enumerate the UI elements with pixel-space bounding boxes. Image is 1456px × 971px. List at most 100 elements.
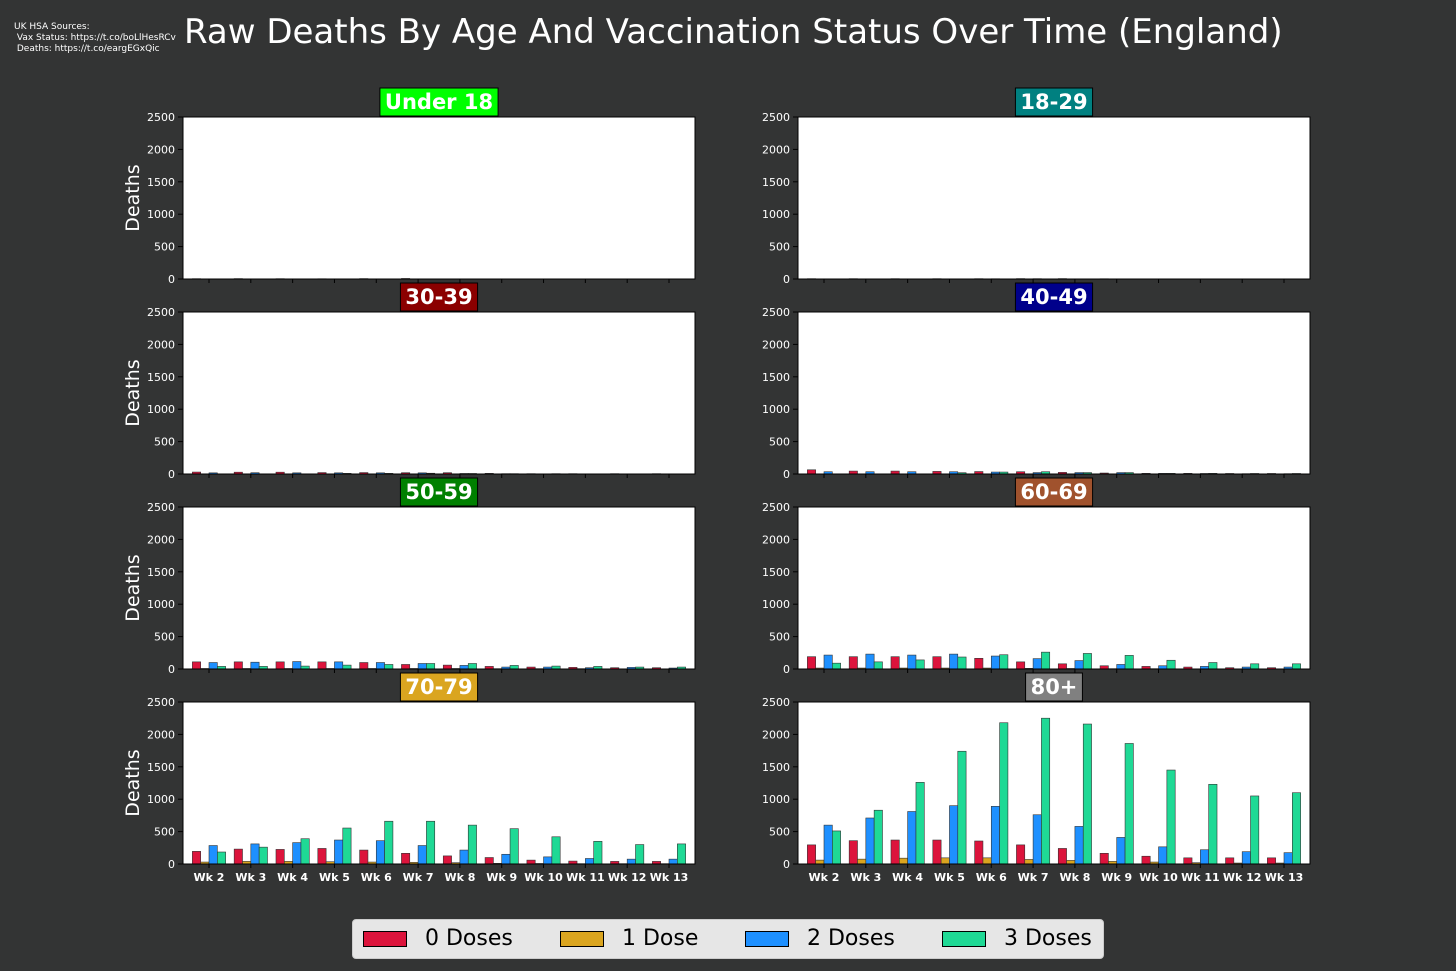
bar-3-doses-wk-5 — [342, 664, 352, 670]
plot-background — [183, 312, 695, 474]
bar-0-doses-wk-10 — [526, 859, 536, 865]
bar-0-doses-wk-5 — [932, 839, 942, 865]
x-tick-label: Wk 6 — [361, 871, 392, 884]
x-tick-label: Wk 12 — [1223, 871, 1262, 884]
bar-0-doses-wk-5 — [317, 848, 327, 865]
bar-0-doses-wk-5 — [932, 656, 942, 670]
y-tick-label: 500 — [154, 826, 175, 839]
legend-swatch — [942, 931, 986, 947]
bar-2-doses-wk-4 — [907, 811, 917, 865]
y-tick-label: 1500 — [762, 176, 790, 189]
y-tick-label: 1000 — [762, 403, 790, 416]
y-tick-label: 2500 — [147, 501, 175, 514]
y-tick-label: 0 — [783, 468, 790, 481]
bar-0-doses-wk-4 — [275, 661, 285, 670]
bar-3-doses-wk-2 — [832, 830, 841, 865]
bar-1-dose-wk-4 — [899, 857, 908, 865]
bar-2-doses-wk-9 — [501, 853, 511, 865]
panel-70-79: 0 500 1000 1500 2000 2500 Deaths Wk 2 Wk 3 Wk 4 Wk… — [122, 672, 696, 884]
bar-3-doses-wk-6 — [999, 654, 1009, 670]
sources-note: UK HSA Sources: Vax Status: https://t.co… — [14, 22, 176, 54]
x-tick-label: Wk 4 — [277, 871, 308, 884]
bar-3-doses-wk-3 — [258, 846, 268, 865]
panel-60-69: 0 500 1000 1500 2000 2500 — [762, 477, 1311, 676]
legend: 0 Doses 1 Dose 2 Doses 3 Doses — [352, 919, 1104, 959]
bar-2-doses-wk-8 — [459, 665, 469, 670]
bar-3-doses-wk-2 — [217, 851, 226, 865]
bar-3-doses-wk-5 — [342, 827, 352, 865]
bar-2-doses-wk-4 — [907, 654, 917, 670]
panel-title: 50-59 — [405, 480, 472, 504]
y-axis-label: Deaths — [122, 749, 144, 816]
x-tick-label: Wk 6 — [976, 871, 1007, 884]
y-tick-label: 2000 — [147, 728, 175, 741]
plot-frame — [182, 701, 696, 865]
panel-18-29: 0 500 1000 1500 2000 2500 — [762, 87, 1311, 286]
bar-2-doses-wk-3 — [865, 653, 875, 670]
y-tick-label: 2500 — [147, 111, 175, 124]
bar-3-doses-wk-4 — [915, 659, 925, 670]
bar-0-doses-wk-8 — [442, 664, 452, 670]
y-tick-label: 1000 — [147, 793, 175, 806]
bar-2-doses-wk-3 — [250, 843, 260, 865]
panel-title-box — [1014, 87, 1094, 117]
bar-2-doses-wk-12 — [1241, 851, 1251, 865]
legend-swatch — [560, 931, 604, 947]
x-tick-label: Wk 10 — [1139, 871, 1178, 884]
plot-background — [183, 507, 695, 669]
bar-2-doses-wk-5 — [949, 805, 959, 865]
bar-0-doses-wk-7 — [1016, 844, 1026, 865]
y-tick-label: 1500 — [147, 566, 175, 579]
plot-frame — [182, 311, 696, 475]
x-tick-label: Wk 9 — [1101, 871, 1132, 884]
x-tick-label: Wk 10 — [524, 871, 563, 884]
plot-frame — [182, 116, 696, 280]
y-tick-label: 1500 — [147, 761, 175, 774]
legend-label: 1 Dose — [622, 926, 699, 951]
bar-0-doses-wk-3 — [848, 840, 858, 865]
bar-2-doses-wk-12 — [626, 858, 636, 865]
bar-2-doses-wk-2 — [208, 662, 218, 670]
x-tick-label: Wk 5 — [319, 871, 350, 884]
bar-3-doses-wk-8 — [467, 663, 477, 670]
panel-30-39: 0 500 1000 1500 2000 2500 Deaths — [122, 282, 696, 481]
x-tick-label: Wk 7 — [1018, 871, 1049, 884]
panel-title-box — [399, 672, 479, 702]
bar-1-dose-wk-5 — [940, 857, 950, 865]
bar-2-doses-wk-2 — [208, 845, 218, 865]
bar-2-doses-wk-4 — [292, 661, 302, 670]
y-tick-label: 1000 — [762, 793, 790, 806]
bar-3-doses-wk-4 — [300, 838, 310, 865]
x-tick-label: Wk 4 — [892, 871, 923, 884]
y-tick-label: 2000 — [147, 533, 175, 546]
panel-50-59: 0 500 1000 1500 2000 2500 Deaths — [122, 477, 696, 676]
y-tick-label: 500 — [154, 436, 175, 449]
y-tick-label: 1000 — [762, 598, 790, 611]
bar-2-doses-wk-11 — [1200, 849, 1209, 865]
bar-0-doses-wk-2 — [192, 851, 201, 865]
bar-0-doses-wk-6 — [359, 662, 369, 670]
bar-0-doses-wk-8 — [1057, 663, 1067, 670]
bar-3-doses-wk-9 — [1124, 743, 1134, 865]
bar-0-doses-wk-7 — [1016, 661, 1026, 670]
bar-1-dose-wk-3 — [857, 858, 867, 865]
bar-0-doses-wk-4 — [890, 839, 900, 865]
panel-title: Under 18 — [385, 90, 493, 114]
plot-background — [798, 702, 1310, 864]
bar-1-dose-wk-7 — [1024, 859, 1034, 865]
bar-3-doses-wk-9 — [509, 665, 519, 670]
bar-2-doses-wk-4 — [292, 842, 302, 865]
panel-title-box — [379, 87, 499, 117]
bar-2-doses-wk-7 — [1032, 658, 1042, 670]
chart-area: 0 500 1000 1500 2000 2500 Deaths Under 18 0 500 10… — [122, 87, 1311, 884]
panel-title: 18-29 — [1020, 90, 1087, 114]
x-tick-label: Wk 12 — [608, 871, 647, 884]
panel-title: 70-79 — [405, 675, 472, 699]
bar-2-doses-wk-7 — [417, 663, 427, 670]
bar-2-doses-wk-7 — [1032, 814, 1042, 865]
y-tick-label: 2000 — [762, 533, 790, 546]
plot-frame — [797, 701, 1311, 865]
bar-3-doses-wk-13 — [677, 843, 686, 865]
bar-2-doses-wk-6 — [990, 655, 1000, 670]
plot-background — [798, 312, 1310, 474]
